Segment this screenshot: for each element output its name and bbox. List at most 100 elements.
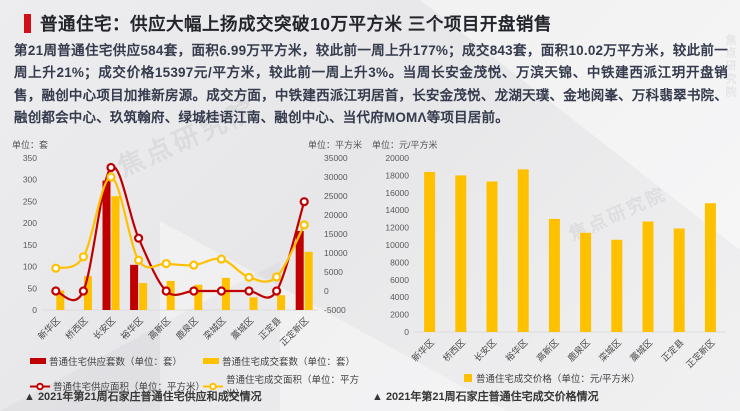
y-axis-tick: 18000 <box>385 170 409 180</box>
caption-right: ▲ 2021年第21周石家庄普通住宅成交价格情况 <box>372 391 599 403</box>
x-axis-label: 藁城区 <box>628 337 655 364</box>
yellow-bar-swatch-icon <box>203 358 219 364</box>
data-point-marker <box>299 220 309 230</box>
data-point-marker <box>244 286 254 296</box>
data-point-marker <box>244 272 254 282</box>
bar <box>111 196 120 310</box>
y-axis-tick: 250 <box>23 196 37 206</box>
y-axis-tick: 20000 <box>385 153 409 163</box>
bar <box>611 239 623 332</box>
data-point-marker <box>216 254 226 264</box>
legend-label: 普通住宅成交套数（单位：套） <box>222 357 356 368</box>
secondary-y-axis-tick: 0 <box>324 286 329 296</box>
y-axis-tick: 16000 <box>385 188 409 198</box>
bar <box>194 284 203 310</box>
legend-item-transaction-area: 普通住宅成交面积（单位：平方米） <box>203 372 365 400</box>
legend-label: 普通住宅成交面积（单位：平方米） <box>226 375 360 400</box>
bar <box>83 276 92 310</box>
legend-label: 普通住宅供应套数（单位：套） <box>49 357 183 368</box>
bar <box>704 203 716 332</box>
data-point-marker <box>51 286 61 296</box>
bar <box>166 280 175 310</box>
legend-item-supply-units: 普通住宅供应套数（单位：套） <box>30 354 203 368</box>
bar <box>580 232 592 332</box>
x-axis-label: 藁城区 <box>229 315 256 342</box>
x-axis-label: 正定县 <box>659 337 686 364</box>
summary-paragraph: 第21周普通住宅供应584套，面积6.99万平方米，较此前一周上升177%；成交… <box>14 43 728 126</box>
bar <box>548 218 560 332</box>
secondary-y-axis-tick: 10000 <box>324 248 348 258</box>
legend-item-price: 普通住宅成交价格（单位：元/平方米） <box>463 371 640 385</box>
yellow-square-swatch-icon <box>463 374 472 382</box>
page-title: 普通住宅：供应大幅上扬成交突破10万平方米 三个项目开盘销售 <box>40 14 552 34</box>
x-axis-label: 正定新区 <box>684 337 717 370</box>
bar <box>102 180 111 310</box>
bar <box>295 230 304 310</box>
x-axis-label: 鹿泉区 <box>173 315 200 342</box>
x-axis-label: 高新区 <box>534 337 561 364</box>
bar <box>277 295 286 310</box>
secondary-y-axis-tick: 15000 <box>324 229 348 239</box>
bar <box>517 169 529 332</box>
bar <box>455 175 467 332</box>
price-chart: 0 2000 4000 6000 8000 10000 12000 14000 16000 180… <box>368 136 736 377</box>
y-axis-tick: 6000 <box>390 275 409 285</box>
x-axis-label: 新华区 <box>409 337 436 364</box>
red-line-swatch-icon <box>30 382 50 390</box>
x-axis-label: 高新区 <box>146 315 173 342</box>
secondary-y-axis-tick: 20000 <box>324 210 348 220</box>
x-axis-label: 桥西区 <box>63 315 90 342</box>
x-axis-label: 桥西区 <box>440 337 467 364</box>
x-axis-label: 裕华区 <box>118 315 145 342</box>
x-axis-label: 栾城区 <box>201 315 228 342</box>
data-point-marker <box>216 286 226 296</box>
title-accent-bar <box>24 14 31 33</box>
legend-label: 普通住宅供应面积（单位：平方米） <box>53 382 206 393</box>
price-chart-canvas: 0 2000 4000 6000 8000 10000 12000 14000 16000 180… <box>372 139 726 370</box>
x-axis-label: 栾城区 <box>596 337 623 364</box>
secondary-y-axis-tick: 35000 <box>324 153 348 163</box>
x-axis-label: 正定新区 <box>277 315 310 348</box>
right-axis-unit-label: 单位：平方米 <box>308 139 362 150</box>
bar <box>249 297 258 310</box>
x-axis-label: 正定县 <box>256 315 283 342</box>
supply-transaction-chart: 0 50 100 150 200 250 300 350 -5000 0 5000 10000 1500… <box>8 136 364 355</box>
secondary-y-axis-tick: 30000 <box>324 172 348 182</box>
data-point-marker <box>78 252 89 262</box>
x-axis-label: 长安区 <box>91 315 118 342</box>
line-series <box>55 165 306 302</box>
legend-item-transaction-units: 普通住宅成交套数（单位：套） <box>203 354 355 368</box>
x-axis-label: 裕华区 <box>503 337 530 364</box>
y-axis-tick: 300 <box>23 175 37 185</box>
data-point-marker <box>106 172 116 182</box>
data-point-marker <box>189 260 199 270</box>
legend-item-supply-area: 普通住宅供应面积（单位：平方米） <box>30 379 206 393</box>
bar <box>424 171 436 332</box>
data-point-marker <box>272 272 282 282</box>
data-point-marker <box>161 286 171 296</box>
legend-row: 普通住宅供应面积（单位：平方米） 普通住宅成交面积（单位：平方米） <box>30 372 365 400</box>
bar <box>642 221 654 332</box>
data-point-marker <box>161 259 171 269</box>
y-axis-tick: 350 <box>23 153 37 163</box>
y-axis-tick: 0 <box>404 327 409 337</box>
data-point-marker <box>299 197 309 207</box>
left-axis-unit-label: 单位：套 <box>12 139 48 150</box>
y-axis-tick: 2000 <box>390 310 409 320</box>
yellow-line-swatch-icon <box>203 382 223 390</box>
x-axis-label: 鹿泉区 <box>565 337 592 364</box>
bar <box>486 181 498 332</box>
data-point-marker <box>106 162 116 173</box>
y-axis-tick: 150 <box>23 240 37 250</box>
bar <box>673 228 685 332</box>
legend-row: 普通住宅供应套数（单位：套） 普通住宅成交套数（单位：套） <box>30 354 365 368</box>
y-axis-tick: 8000 <box>390 257 409 267</box>
data-point-marker <box>272 286 282 296</box>
bar <box>56 290 65 310</box>
y-axis-tick: 4000 <box>390 292 409 302</box>
y-axis-tick: 0 <box>32 305 37 315</box>
y-axis-tick: 50 <box>28 283 38 293</box>
y-axis-tick: 14000 <box>385 205 409 215</box>
line-series <box>55 175 306 283</box>
bar <box>221 277 230 310</box>
